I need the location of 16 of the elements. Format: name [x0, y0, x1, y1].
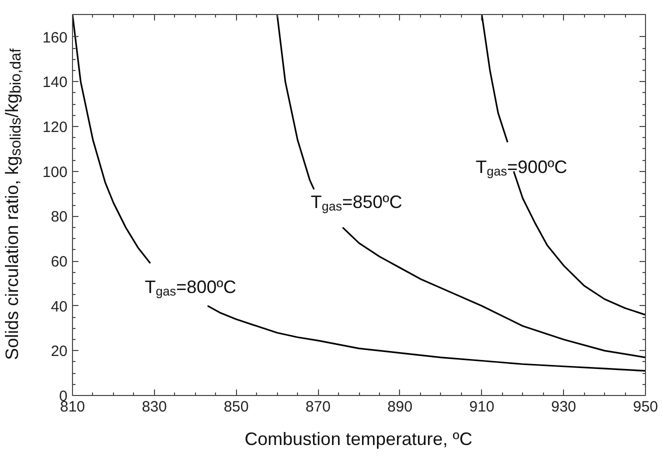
y-tick-label: 40 [50, 298, 68, 316]
y-tick-label: 140 [42, 74, 68, 92]
x-tick-label: 830 [142, 398, 167, 416]
x-tick-label: 890 [387, 398, 412, 416]
y-tick-label: 160 [42, 29, 68, 46]
x-tick-label: 950 [632, 398, 658, 416]
x-tick-label: 870 [306, 398, 331, 416]
y-tick-label: 80 [50, 208, 68, 226]
x-tick-label: 930 [551, 398, 576, 416]
x-axis-title: Combustion temperature, ºC [244, 428, 474, 451]
y-tick-label: 120 [42, 119, 68, 136]
y-tick-label: 60 [50, 254, 68, 271]
x-tick-label: 850 [224, 398, 249, 416]
y-tick-label: 20 [50, 343, 68, 360]
y-tick-label: 100 [42, 164, 68, 181]
x-tick-label: 910 [469, 398, 494, 416]
